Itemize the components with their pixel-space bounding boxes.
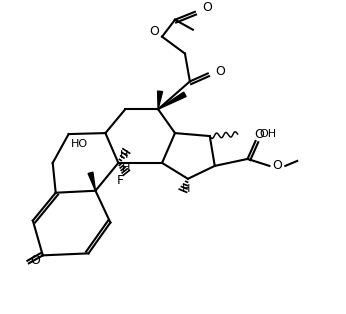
Text: H: H <box>122 163 130 173</box>
Polygon shape <box>158 92 186 109</box>
Text: O: O <box>202 1 212 14</box>
Text: H: H <box>182 184 190 194</box>
Text: F: F <box>117 174 124 187</box>
Text: O: O <box>255 127 264 141</box>
Polygon shape <box>88 172 95 191</box>
Text: O: O <box>149 25 159 38</box>
Text: OH: OH <box>260 129 276 139</box>
Text: HO: HO <box>71 139 88 149</box>
Text: O: O <box>215 65 225 78</box>
Polygon shape <box>158 91 163 109</box>
Text: O: O <box>272 160 282 172</box>
Text: O: O <box>30 254 40 267</box>
Text: H: H <box>120 150 128 160</box>
